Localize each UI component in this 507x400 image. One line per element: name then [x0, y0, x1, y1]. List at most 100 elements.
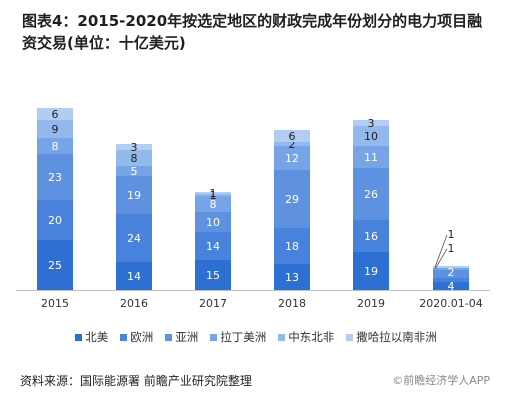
- data-label: 4: [448, 255, 455, 268]
- bar-segment: [274, 142, 310, 146]
- bar-segment: [353, 168, 389, 220]
- legend-item: 撒哈拉以南非洲: [346, 328, 437, 346]
- bar-segment: [433, 278, 469, 282]
- data-label: 3: [131, 141, 138, 154]
- data-label: 25: [48, 259, 62, 272]
- legend-label: 北美: [85, 330, 109, 344]
- legend-label: 欧洲: [130, 330, 154, 344]
- data-label: 3: [368, 117, 375, 130]
- bar-segment: [195, 212, 231, 232]
- bar-segment: [274, 130, 310, 142]
- data-label: 20: [48, 214, 62, 227]
- bar-segment: [353, 220, 389, 252]
- data-label: 18: [285, 240, 299, 253]
- legend-item: 欧洲: [120, 328, 153, 346]
- data-label: 14: [206, 240, 220, 253]
- data-label: 2: [448, 266, 455, 279]
- data-label: 19: [127, 189, 141, 202]
- x-tick-label: 2018: [278, 297, 306, 310]
- data-label: 8: [210, 198, 217, 211]
- data-label: 15: [206, 269, 220, 282]
- credit-text: ©前瞻经济学人APP: [392, 374, 490, 387]
- data-label: 10: [206, 216, 220, 229]
- bar-segment: [353, 146, 389, 168]
- bar-segment: [116, 150, 152, 166]
- legend-item: 北美: [75, 328, 108, 346]
- x-tick-label: 2019: [357, 297, 385, 310]
- bar-segment: [37, 200, 73, 240]
- footer: 资料来源：国际能源署 前瞻产业研究院整理 ©前瞻经济学人APP: [20, 372, 490, 389]
- bar-segment: [353, 126, 389, 146]
- data-label: 4: [448, 280, 455, 293]
- bar-segment: [433, 282, 469, 290]
- legend-item: 亚洲: [165, 328, 198, 346]
- data-label: 26: [364, 188, 378, 201]
- bar-segment: [274, 228, 310, 264]
- legend-item: 拉丁美洲: [210, 328, 266, 346]
- bar-segment: [195, 192, 231, 194]
- data-label: 6: [289, 130, 296, 143]
- bar-segment: [37, 138, 73, 154]
- data-label: 1: [210, 189, 217, 202]
- data-label: 1: [448, 242, 455, 255]
- data-label: 12: [285, 152, 299, 165]
- legend-swatch: [346, 333, 354, 341]
- bar-segment: [116, 176, 152, 214]
- source-text: 资料来源：国际能源署 前瞻产业研究院整理: [20, 374, 252, 388]
- bar-segment: [353, 120, 389, 126]
- bar-segment: [37, 240, 73, 290]
- data-label: 16: [364, 230, 378, 243]
- bar-segment: [116, 166, 152, 176]
- bar-segment: [433, 268, 469, 270]
- data-label: 14: [127, 270, 141, 283]
- data-label: 9: [52, 123, 59, 136]
- bar-segment: [274, 146, 310, 170]
- data-label: 24: [127, 232, 141, 245]
- chart-title: 图表4：2015-2020年按选定地区的财政完成年份划分的电力项目融资交易(单位…: [22, 12, 483, 52]
- legend-label: 亚洲: [175, 330, 199, 344]
- legend-swatch: [278, 333, 286, 341]
- data-label: 13: [285, 271, 299, 284]
- bar-segment: [274, 264, 310, 290]
- leader-line: [434, 248, 448, 270]
- data-label: 11: [364, 151, 378, 164]
- legend-label: 中东北非: [288, 330, 335, 344]
- data-label: 1: [448, 228, 455, 241]
- bar-segment: [353, 252, 389, 290]
- data-label: 2: [289, 138, 296, 151]
- data-label: 8: [52, 140, 59, 153]
- data-label: 6: [52, 108, 59, 121]
- bar-segment: [37, 120, 73, 138]
- data-label: 8: [131, 152, 138, 165]
- legend-swatch: [75, 333, 83, 341]
- data-label: 10: [364, 130, 378, 143]
- x-tick-label: 2016: [120, 297, 148, 310]
- bar-segment: [195, 194, 231, 196]
- legend-label: 拉丁美洲: [220, 330, 267, 344]
- legend-swatch: [120, 333, 128, 341]
- bar-segment: [37, 108, 73, 120]
- x-tick-label: 2020.01-04: [419, 297, 482, 310]
- bar-segment: [116, 144, 152, 150]
- bar-segment: [433, 270, 469, 278]
- legend-swatch: [210, 333, 218, 341]
- bar-segment: [195, 260, 231, 290]
- bar-segment: [116, 262, 152, 290]
- bar-segment: [274, 170, 310, 228]
- bar-segment: [116, 214, 152, 262]
- legend-item: 中东北非: [278, 328, 334, 346]
- legend-label: 撒哈拉以南非洲: [356, 330, 437, 344]
- x-tick-label: 2017: [199, 297, 227, 310]
- bar-segment: [195, 232, 231, 260]
- legend: 北美 欧洲 亚洲 拉丁美洲 中东北非 撒哈拉以南非洲: [16, 328, 496, 346]
- legend-swatch: [165, 333, 173, 341]
- x-tick-label: 2015: [41, 297, 69, 310]
- data-label: 5: [131, 165, 138, 178]
- bar-segment: [433, 266, 469, 268]
- data-label: 19: [364, 265, 378, 278]
- data-label: 1: [210, 187, 217, 200]
- leader-line: [434, 234, 448, 268]
- data-label: 23: [48, 171, 62, 184]
- data-label: 29: [285, 193, 299, 206]
